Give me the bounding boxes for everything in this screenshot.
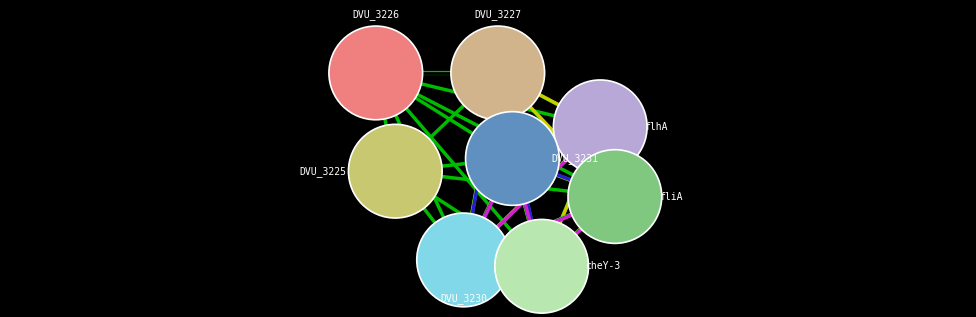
Ellipse shape — [568, 150, 662, 243]
Ellipse shape — [417, 213, 510, 307]
Text: cheY-3: cheY-3 — [586, 261, 621, 271]
Text: DVU_3227: DVU_3227 — [474, 10, 521, 20]
Text: flhA: flhA — [644, 122, 668, 132]
Text: DVU_3226: DVU_3226 — [352, 10, 399, 20]
Ellipse shape — [495, 219, 589, 313]
Ellipse shape — [348, 124, 442, 218]
Ellipse shape — [329, 26, 423, 120]
Text: DVU_3230: DVU_3230 — [440, 294, 487, 304]
Text: DVU_3231: DVU_3231 — [551, 153, 598, 164]
Ellipse shape — [466, 112, 559, 205]
Text: DVU_3225: DVU_3225 — [300, 166, 346, 177]
Ellipse shape — [451, 26, 545, 120]
Ellipse shape — [553, 80, 647, 174]
Text: fliA: fliA — [659, 191, 682, 202]
